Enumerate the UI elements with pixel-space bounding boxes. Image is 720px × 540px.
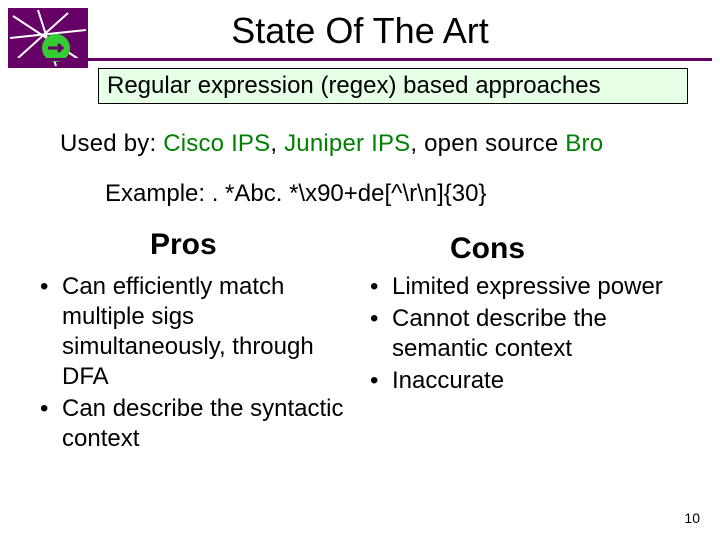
usedby-item: Bro [565,130,603,157]
list-item-text: Limited expressive power [392,272,663,302]
pros-list: •Can efficiently match multiple sigs sim… [40,272,360,456]
list-item: •Limited expressive power [370,272,690,302]
slide: State Of The Art Regular expression (reg… [0,0,720,540]
list-item: •Can efficiently match multiple sigs sim… [40,272,360,392]
bullet-icon: • [370,272,392,302]
bullet-icon: • [40,272,62,392]
example-line: Example: . *Abc. *\x90+de[^\r\n]{30} [105,180,487,208]
usedby-items: Cisco IPS, Juniper IPS, open source Bro [163,130,603,157]
list-item-text: Cannot describe the semantic context [392,304,690,364]
usedby-item: Juniper IPS [284,130,410,157]
bullet-icon: • [370,366,392,396]
usedby-item: , open source [410,130,565,157]
list-item-text: Can efficiently match multiple sigs simu… [62,272,360,392]
list-item-text: Inaccurate [392,366,504,396]
usedby-prefix: Used by: [60,130,163,157]
list-item: •Cannot describe the semantic context [370,304,690,364]
cons-list: •Limited expressive power•Cannot describ… [370,272,690,398]
usedby-line: Used by: Cisco IPS, Juniper IPS, open so… [60,130,603,158]
list-item: •Can describe the syntactic context [40,394,360,454]
slide-title: State Of The Art [0,10,720,52]
list-item: •Inaccurate [370,366,690,396]
list-item-text: Can describe the syntactic context [62,394,360,454]
usedby-item: , [270,130,284,157]
cons-heading: Cons [450,232,525,266]
bullet-icon: • [40,394,62,454]
bullet-icon: • [370,304,392,364]
title-underline [8,58,712,61]
slide-number: 10 [684,510,700,526]
pros-heading: Pros [150,228,217,262]
subtitle-box: Regular expression (regex) based approac… [98,68,688,104]
subtitle-text: Regular expression (regex) based approac… [107,72,601,100]
usedby-item: Cisco IPS [163,130,270,157]
